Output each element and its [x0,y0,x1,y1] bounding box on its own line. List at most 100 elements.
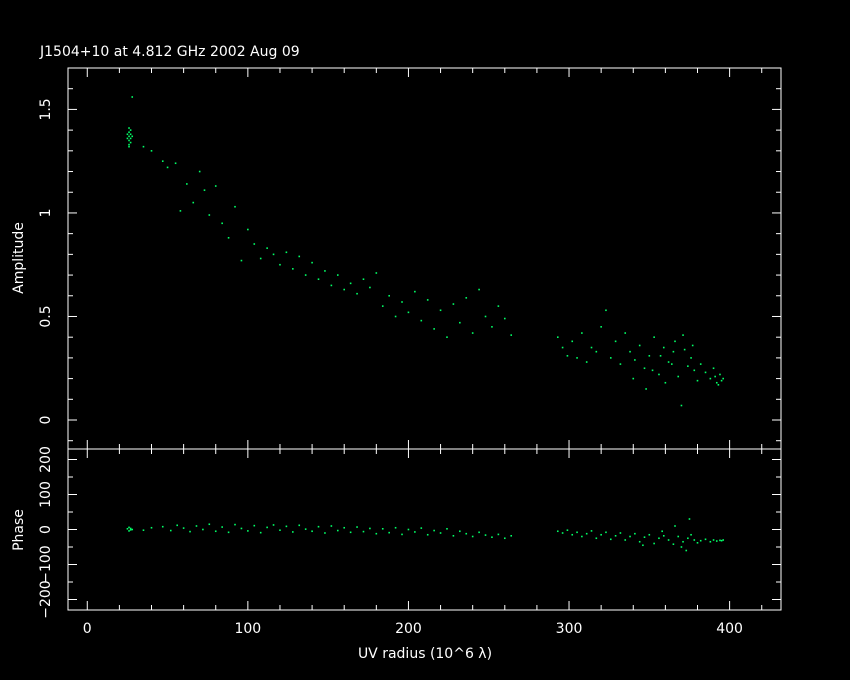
amplitude-point [259,257,262,260]
amplitude-point [682,334,684,336]
phase-point [682,540,684,543]
phase-point [556,530,559,533]
phase-y-tick-label: −200 [38,580,54,618]
amplitude-point [566,355,569,357]
amplitude-point [600,326,602,328]
amplitude-point [129,129,132,131]
phase-point [658,537,660,540]
amplitude-point [336,274,339,276]
amplitude-point [179,210,182,212]
amplitude-point [420,319,423,322]
phase-point [693,539,696,541]
amplitude-y-tick-label: 0 [38,416,54,425]
amplitude-point [720,379,723,382]
amplitude-point [266,247,268,249]
amplitude-point [696,379,699,382]
amplitude-point [709,377,712,380]
amplitude-point [699,363,702,365]
chart-title: J1504+10 at 4.812 GHz 2002 Aug 09 [39,44,300,60]
phase-point [317,525,320,528]
phase-point [169,529,172,532]
phase-point [595,537,598,540]
phase-point [614,535,617,537]
amplitude-point [671,363,673,365]
phase-point [605,531,607,534]
phase-point [629,535,631,538]
amplitude-point [691,344,694,347]
phase-point [642,544,644,547]
phase-point [247,530,249,532]
amplitude-point [369,286,371,289]
amplitude-point [131,96,134,98]
amplitude-point [285,251,288,254]
phase-point [221,526,223,528]
phase-point [420,527,423,529]
amplitude-point [687,365,689,367]
phase-point [459,530,461,533]
amplitude-point [150,150,153,152]
phase-point [240,527,243,530]
phase-point [719,539,721,542]
amplitude-point [142,145,145,148]
phase-point [381,528,384,530]
amplitude-point [279,263,281,266]
phase-point [202,528,204,531]
amplitude-point [401,301,403,303]
phase-point [685,549,688,552]
amplitude-point [128,127,130,129]
amplitude-point [680,404,683,407]
phase-point [566,529,569,531]
phase-point [674,525,676,527]
amplitude-point [662,346,665,349]
amplitude-point [561,346,564,349]
amplitude-point [253,243,256,245]
phase-point [722,539,724,541]
phase-point [272,524,275,526]
phase-point [720,539,723,542]
phase-panel: −200−100 0 100 200 0 100 200 300 400 Phase [11,446,782,637]
amplitude-point [324,270,326,272]
amplitude-point [298,255,301,258]
phase-point [330,525,333,527]
amplitude-point [605,309,607,312]
amplitude-point [203,189,206,191]
phase-point [661,530,663,533]
phase-point [648,533,651,536]
phase-point [484,534,487,536]
phase-axis-label: Phase [11,509,27,551]
phase-point [401,533,403,536]
amplitude-point [632,377,635,380]
amplitude-panel: 0 0.5 1 1.5 Amplitude [11,67,782,450]
amplitude-point [394,315,397,318]
amplitude-point [609,357,612,359]
amplitude-point [510,334,513,336]
amplitude-point [166,166,169,169]
amplitude-point [648,355,651,357]
amplitude-point [446,336,448,338]
amplitude-point [677,375,680,378]
phase-point [311,530,313,533]
amplitude-point [672,350,675,353]
amplitude-point [704,371,707,374]
phase-y-tick-label: 100 [38,481,54,508]
amplitude-point [126,133,129,136]
x-tick-label: 100 [234,621,261,637]
phase-point [677,535,680,538]
phase-point [195,525,198,527]
amplitude-points [126,96,724,407]
amplitude-point [638,344,641,347]
phase-y-tick-label: 200 [38,446,54,473]
amplitude-point [388,294,390,297]
amplitude-point [722,377,724,380]
amplitude-point [674,340,676,343]
phase-point [266,526,268,529]
amplitude-point [465,297,468,299]
amplitude-point [186,183,188,185]
amplitude-point [719,373,721,376]
amplitude-point [227,236,230,239]
phase-point [465,532,468,535]
amplitude-point [356,292,358,295]
amplitude-point [129,133,132,136]
phase-point [426,533,429,536]
amplitude-point [712,367,715,370]
